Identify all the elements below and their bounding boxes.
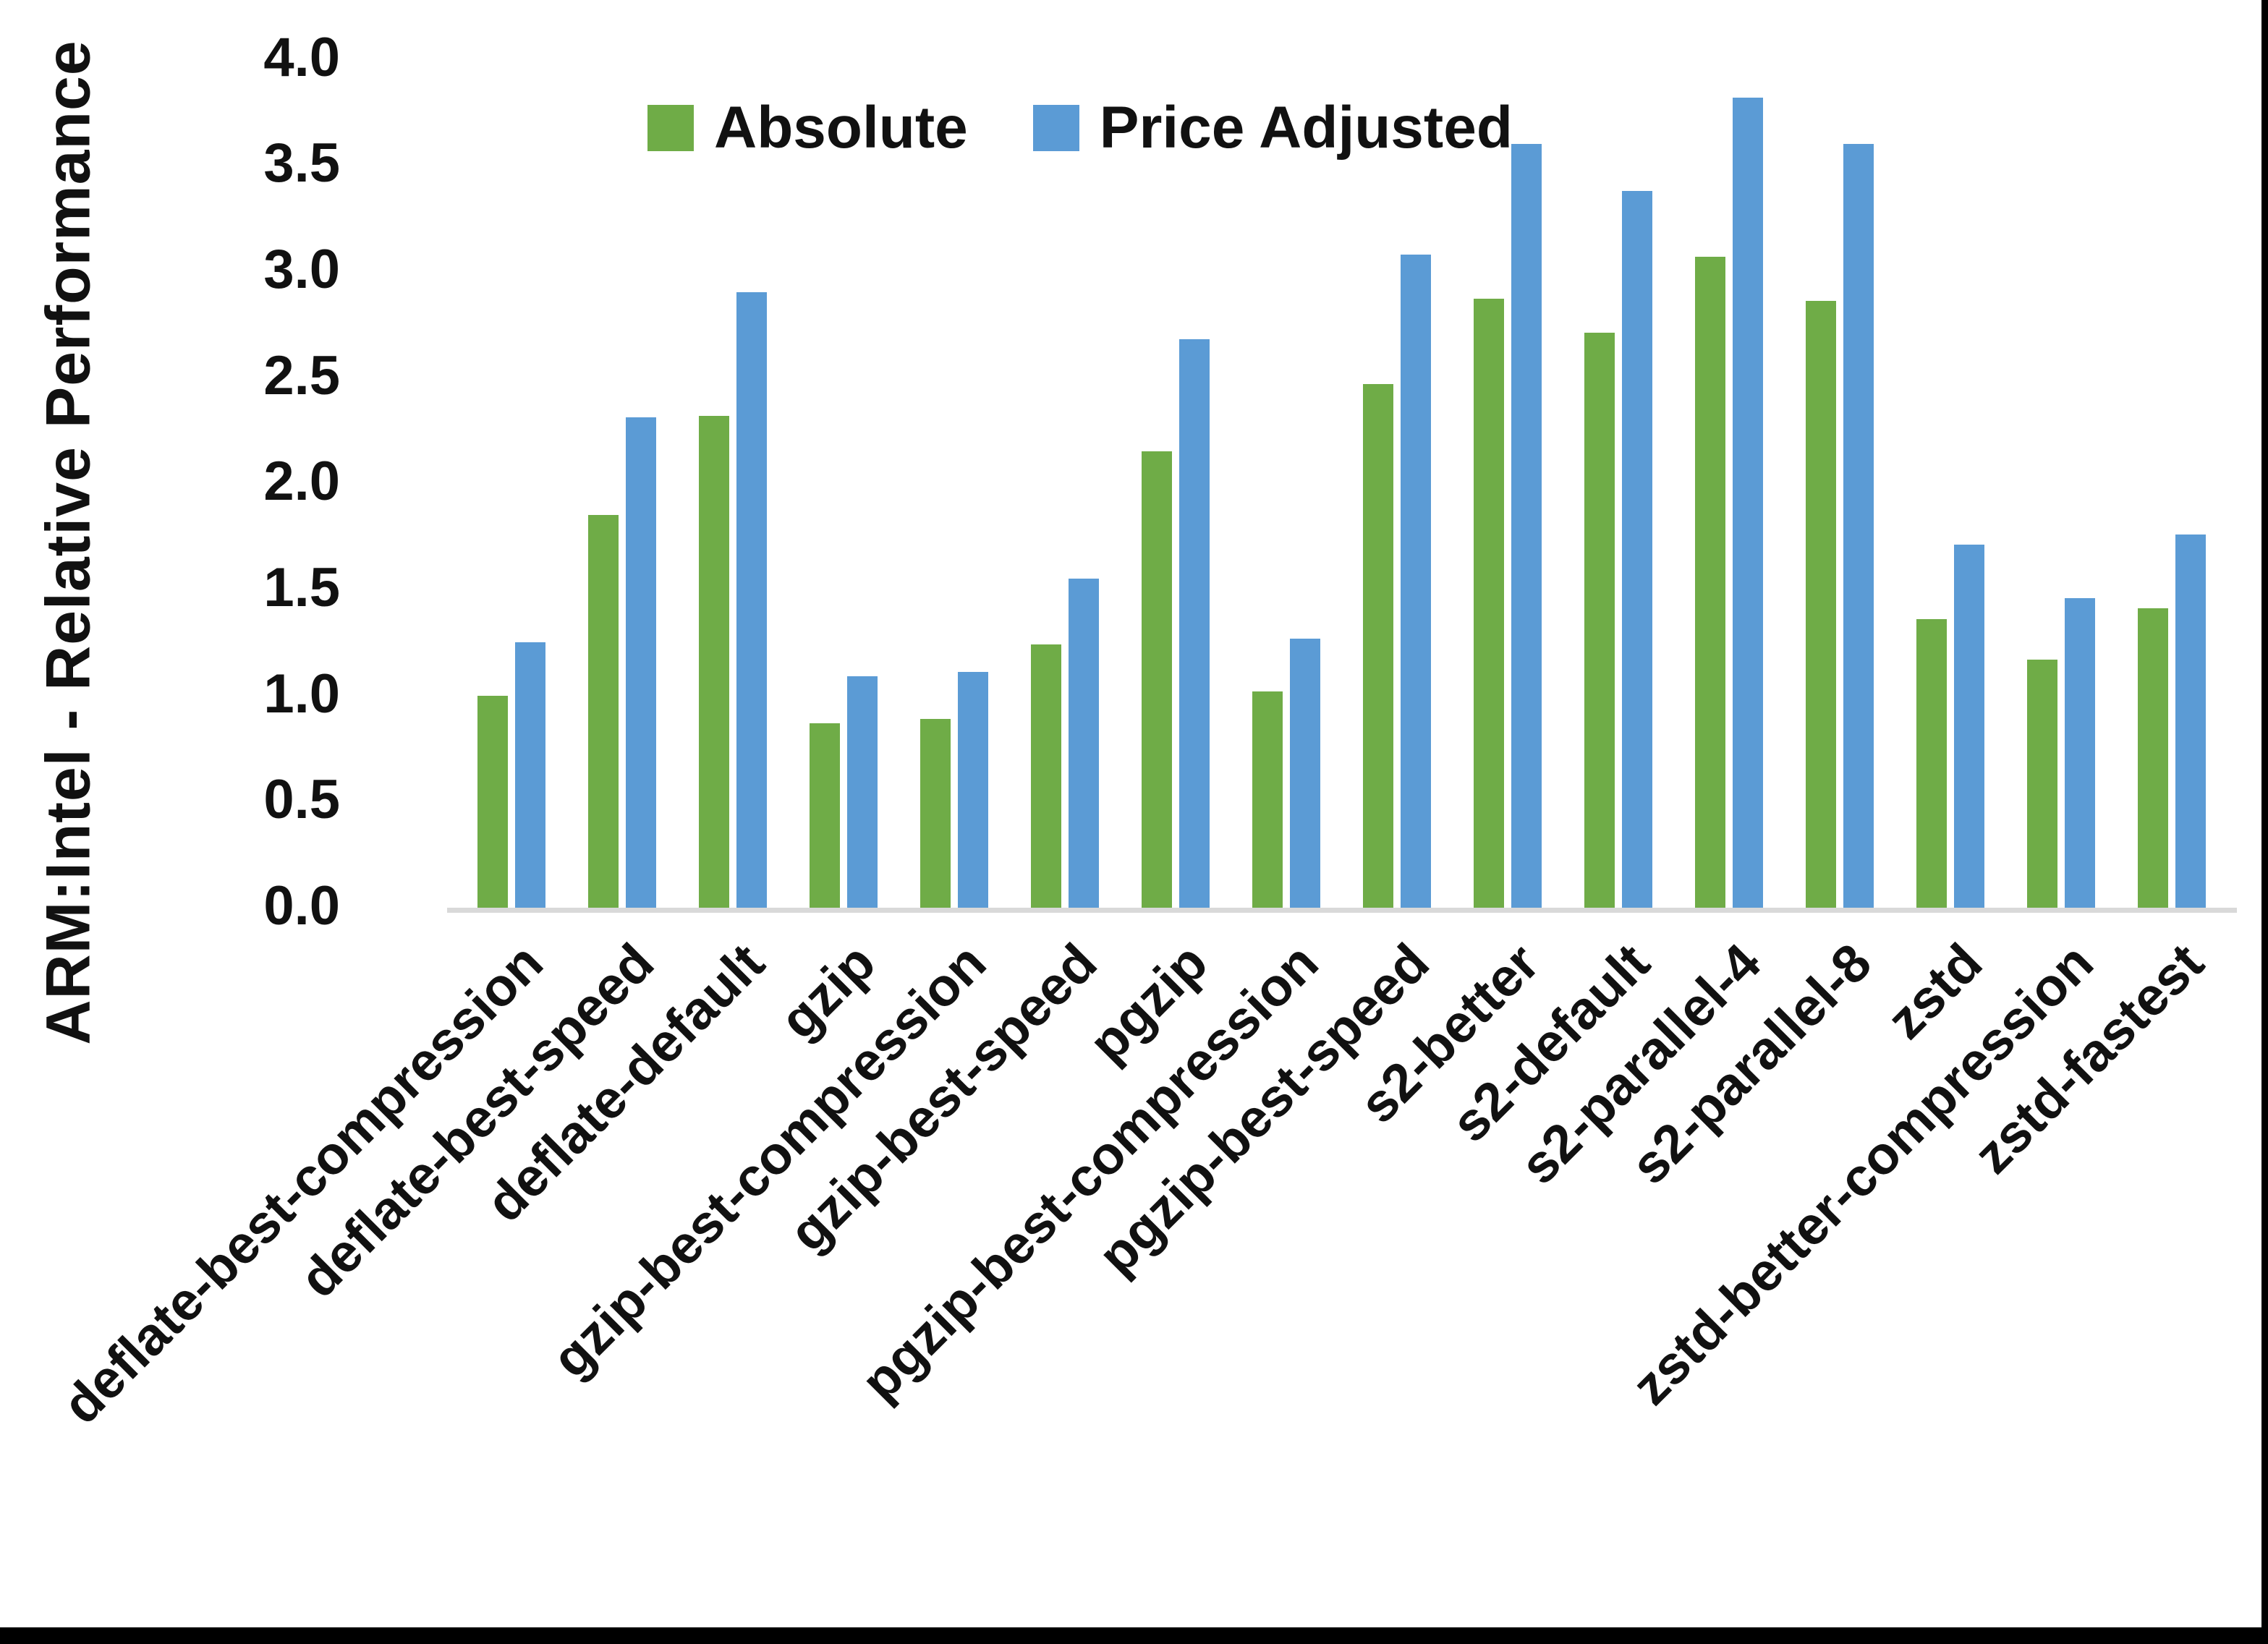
bar-absolute-gzip-best-compression xyxy=(920,719,951,908)
bar-absolute-s2-default xyxy=(1584,333,1615,908)
bar-absolute-s2-parallel-4 xyxy=(1695,257,1725,908)
y-tick-label-3.5: 3.5 xyxy=(263,132,340,195)
bar-price-adjusted-deflate-default xyxy=(736,292,767,908)
bar-absolute-s2-parallel-8 xyxy=(1806,301,1836,908)
bar-price-adjusted-s2-parallel-8 xyxy=(1843,144,1874,908)
y-tick-label-1.0: 1.0 xyxy=(263,663,340,725)
legend: Absolute Price Adjusted xyxy=(647,94,1513,162)
bar-absolute-pgzip-best-speed xyxy=(1363,384,1393,908)
x-axis-label-pgzip-best-speed: pgzip-best-speed xyxy=(1086,932,1440,1286)
bar-absolute-s2-better xyxy=(1474,299,1504,908)
bar-price-adjusted-gzip-best-speed xyxy=(1069,579,1099,908)
right-border xyxy=(2261,0,2268,1644)
y-tick-label-2.0: 2.0 xyxy=(263,451,340,513)
bar-absolute-deflate-best-speed xyxy=(588,515,619,908)
bar-absolute-gzip-best-speed xyxy=(1031,644,1061,908)
bar-absolute-zstd-fastest xyxy=(2138,608,2168,908)
bar-price-adjusted-gzip-best-compression xyxy=(958,672,988,908)
x-axis-label-s2-parallel-8: s2-parallel-8 xyxy=(1619,932,1883,1196)
y-tick-label-1.5: 1.5 xyxy=(263,557,340,619)
x-axis-label-s2-default: s2-default xyxy=(1440,932,1662,1154)
bar-price-adjusted-deflate-best-speed xyxy=(626,417,656,908)
bar-price-adjusted-pgzip xyxy=(1179,339,1210,908)
x-axis-label-s2-parallel-4: s2-parallel-4 xyxy=(1508,932,1772,1196)
x-axis-label-gzip-best-speed: gzip-best-speed xyxy=(777,932,1108,1263)
bar-price-adjusted-s2-parallel-4 xyxy=(1733,98,1763,908)
bar-price-adjusted-gzip xyxy=(847,676,878,908)
x-axis-label-s2-better: s2-better xyxy=(1348,932,1551,1135)
x-axis-label-gzip-best-compression: gzip-best-compression xyxy=(540,932,998,1389)
bar-absolute-zstd-better-compression xyxy=(2027,660,2057,908)
bar-price-adjusted-s2-default xyxy=(1622,191,1652,908)
x-axis-label-zstd: zstd xyxy=(1875,932,1994,1051)
legend-swatch-price-adjusted-icon xyxy=(1032,105,1079,151)
bottom-border xyxy=(0,1627,2268,1644)
x-axis-line xyxy=(447,908,2237,913)
x-axis-label-deflate-default: deflate-default xyxy=(475,932,776,1233)
bar-price-adjusted-zstd xyxy=(1954,545,1984,908)
x-axis-label-zstd-better-compression: zstd-better-compression xyxy=(1620,932,2105,1416)
bar-price-adjusted-zstd-fastest xyxy=(2175,534,2206,908)
x-axis-label-gzip: gzip xyxy=(768,932,887,1051)
y-tick-label-2.5: 2.5 xyxy=(263,344,340,406)
bar-price-adjusted-s2-better xyxy=(1511,144,1542,908)
y-tick-label-0.0: 0.0 xyxy=(263,875,340,937)
x-axis-label-zstd-fastest: zstd-fastest xyxy=(1961,932,2215,1185)
x-axis-label-pgzip-best-compression: pgzip-best-compression xyxy=(849,932,1330,1413)
legend-item-absolute: Absolute xyxy=(647,94,968,162)
bar-price-adjusted-pgzip-best-compression xyxy=(1290,639,1320,908)
bar-price-adjusted-zstd-better-compression xyxy=(2065,598,2095,908)
legend-swatch-absolute-icon xyxy=(647,105,694,151)
y-tick-label-0.5: 0.5 xyxy=(263,769,340,831)
y-tick-label-3.0: 3.0 xyxy=(263,239,340,301)
bar-absolute-pgzip xyxy=(1142,451,1172,908)
y-axis-title: ARM:Intel - Relative Performance xyxy=(33,40,103,1045)
bar-absolute-zstd xyxy=(1916,619,1947,908)
legend-label-absolute: Absolute xyxy=(714,95,968,161)
x-axis-label-pgzip: pgzip xyxy=(1077,932,1219,1073)
bar-price-adjusted-deflate-best-compression xyxy=(515,642,545,908)
bar-absolute-gzip xyxy=(810,723,840,908)
legend-label-price-adjusted: Price Adjusted xyxy=(1099,95,1513,161)
bar-absolute-pgzip-best-compression xyxy=(1252,691,1283,908)
bar-absolute-deflate-default xyxy=(699,416,729,908)
bar-price-adjusted-pgzip-best-speed xyxy=(1401,255,1431,908)
bar-absolute-deflate-best-compression xyxy=(477,696,508,908)
y-tick-label-4.0: 4.0 xyxy=(263,26,340,88)
legend-item-price-adjusted: Price Adjusted xyxy=(1032,94,1513,162)
